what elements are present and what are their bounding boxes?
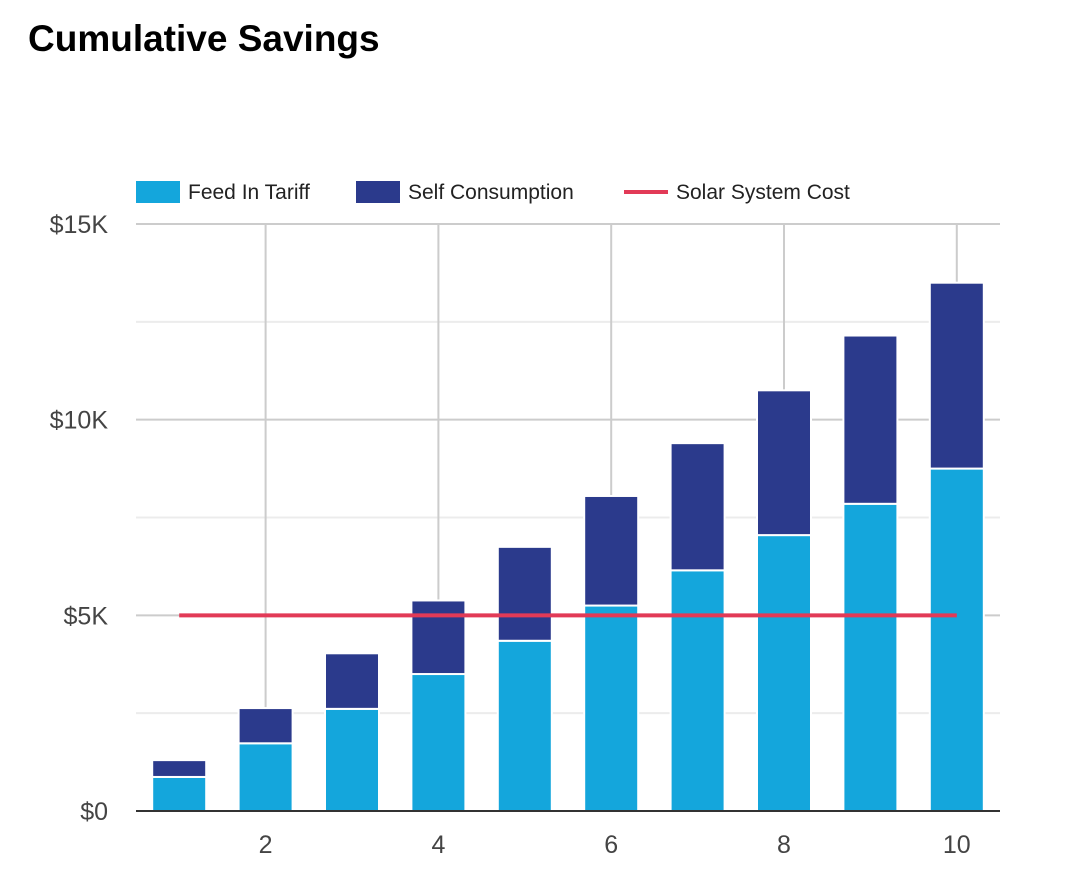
bar-feed-in-tariff — [237, 742, 294, 812]
bar-self-consumption — [496, 545, 553, 642]
bar-feed-in-tariff — [496, 639, 553, 813]
y-tick-label: $0 — [80, 798, 108, 826]
bar-feed-in-tariff — [583, 604, 640, 812]
bar-feed-in-tariff — [842, 502, 899, 812]
bar-feed-in-tariff — [928, 467, 985, 812]
x-tick-label: 10 — [943, 831, 971, 859]
x-tick-label: 2 — [259, 831, 273, 859]
legend: Feed In Tariff Self Consumption Solar Syst… — [136, 181, 850, 204]
y-tick-label: $5K — [64, 602, 109, 630]
bar-self-consumption — [669, 442, 726, 572]
bars-layer — [151, 281, 985, 813]
legend-label-solar-system-cost: Solar System Cost — [676, 181, 850, 204]
y-tick-label: $10K — [50, 407, 109, 435]
axis-layer: $0 $5K $10K $15K 2 4 6 8 10 — [50, 211, 1000, 859]
bar-self-consumption — [237, 707, 294, 745]
bar-self-consumption — [410, 599, 467, 676]
bar-self-consumption — [583, 494, 640, 607]
bar-feed-in-tariff — [410, 673, 467, 812]
legend-label-feed-in-tariff: Feed In Tariff — [188, 181, 310, 204]
chart-title: Cumulative Savings — [28, 18, 380, 59]
legend-label-self-consumption: Self Consumption — [408, 181, 574, 204]
legend-swatch-self-consumption — [356, 181, 400, 203]
bar-self-consumption — [151, 759, 208, 778]
bar-feed-in-tariff — [669, 569, 726, 813]
x-tick-label: 6 — [604, 831, 618, 859]
bar-self-consumption — [928, 281, 985, 470]
x-tick-label: 8 — [777, 831, 791, 859]
y-tick-label: $15K — [50, 211, 109, 239]
legend-swatch-feed-in-tariff — [136, 181, 180, 203]
bar-self-consumption — [842, 334, 899, 505]
bar-feed-in-tariff — [324, 707, 380, 812]
bar-feed-in-tariff — [151, 775, 208, 812]
x-tick-label: 4 — [431, 831, 445, 859]
bar-self-consumption — [756, 389, 812, 537]
bar-self-consumption — [324, 652, 380, 710]
bar-feed-in-tariff — [756, 534, 812, 812]
